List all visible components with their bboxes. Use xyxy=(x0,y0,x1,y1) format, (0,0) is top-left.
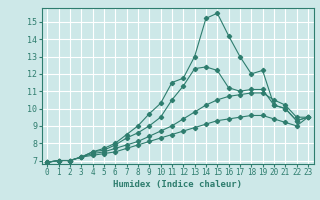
X-axis label: Humidex (Indice chaleur): Humidex (Indice chaleur) xyxy=(113,180,242,189)
